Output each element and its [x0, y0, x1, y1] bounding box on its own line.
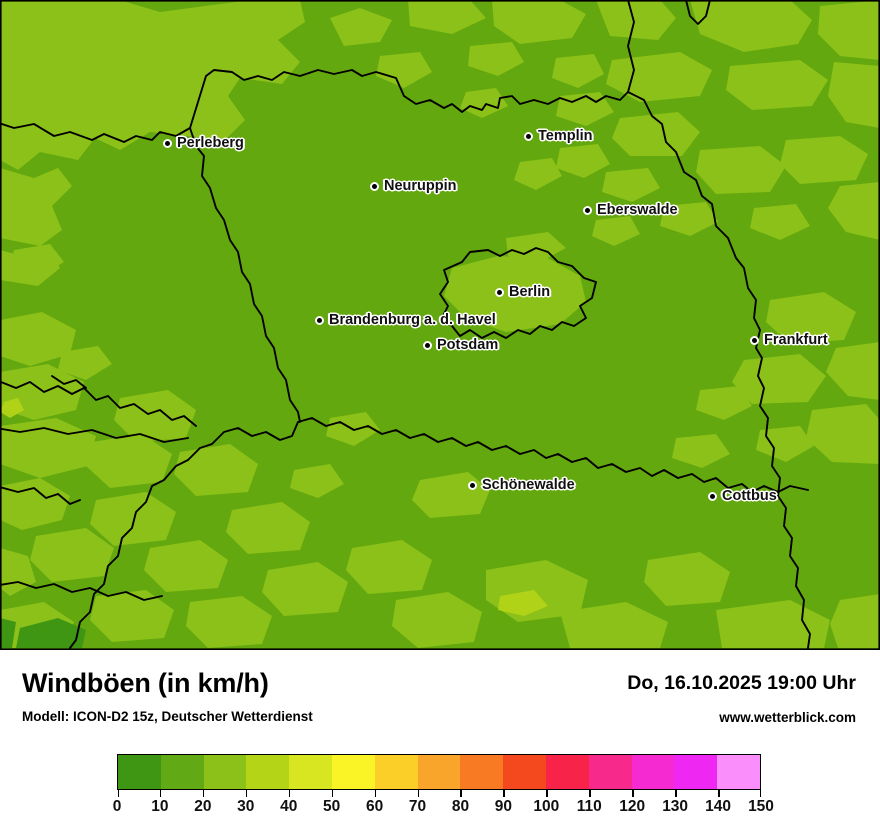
colorbar-tick-label: 60	[365, 798, 384, 815]
colorbar-segment-110-120	[588, 755, 632, 789]
colorbar-tick	[117, 790, 120, 797]
city-dot-icon	[423, 340, 432, 350]
city-marker-templin[interactable]: Templin	[524, 129, 593, 144]
colorbar-segment-90-100	[503, 755, 546, 789]
colorbar-tick-label: 80	[451, 798, 470, 815]
colorbar-tick	[503, 790, 505, 797]
colorbar-tick-label: 50	[323, 798, 341, 815]
city-marker-cottbus[interactable]: Cottbus	[708, 489, 777, 504]
administrative-borders	[0, 0, 811, 649]
colorbar-segment-20-30	[203, 755, 247, 789]
city-marker-berlin[interactable]: Berlin	[495, 285, 550, 300]
colorbar-segment-120-130	[631, 755, 675, 789]
colorbar-segment-80-90	[460, 755, 504, 789]
map-title: Windböen (in km/h)	[22, 668, 269, 698]
colorbar-segment-130-140	[674, 755, 718, 789]
colorbar-tick-label: 150	[748, 798, 774, 815]
colorbar-tick-label: 10	[151, 798, 169, 815]
colorbar-tick-label: 40	[280, 798, 298, 815]
colorbar-tick	[159, 790, 162, 797]
city-dot-icon	[495, 287, 504, 297]
colorbar-tick	[546, 790, 548, 797]
colorbar-legend: 0 10 20 30 40 50 60 70 80 90 100 110 120 130 140 150	[113, 754, 774, 823]
colorbar-tick	[331, 790, 334, 797]
valid-timestamp: Do, 16.10.2025 19:00 Uhr	[627, 672, 856, 694]
city-dot-icon	[315, 315, 324, 325]
colorbar-tick	[374, 790, 377, 797]
website-credit: www.wetterblick.com	[719, 710, 856, 725]
city-label: Eberswalde	[597, 202, 678, 218]
colorbar-tick	[417, 790, 420, 797]
colorbar-tick-label: 0	[112, 798, 122, 815]
city-marker-perleberg[interactable]: Perleberg	[163, 136, 244, 151]
city-label: Neuruppin	[384, 178, 457, 194]
colorbar-tick-label: 120	[619, 798, 646, 815]
city-label: Brandenburg a. d. Havel	[329, 312, 496, 328]
colorbar-gradient	[117, 754, 761, 790]
colorbar-tick	[202, 790, 205, 797]
colorbar-tick	[460, 790, 462, 797]
colorbar-segment-100-110	[545, 755, 589, 789]
city-dot-icon	[583, 205, 592, 215]
city-label: Schönewalde	[482, 477, 575, 493]
city-dot-icon	[708, 491, 717, 501]
colorbar-segment-140-150	[717, 755, 760, 789]
city-marker-schoenewalde[interactable]: Schönewalde	[468, 478, 575, 493]
colorbar-tick-label: 90	[494, 798, 513, 815]
city-dot-icon	[468, 480, 477, 490]
city-marker-neuruppin[interactable]: Neuruppin	[370, 179, 457, 194]
city-label: Cottbus	[722, 488, 777, 504]
colorbar-tick	[675, 790, 677, 797]
colorbar-tick	[718, 790, 720, 797]
colorbar-segment-60-70	[374, 755, 418, 789]
colorbar-tick	[245, 790, 248, 797]
city-label: Templin	[538, 128, 593, 144]
city-label: Perleberg	[177, 135, 244, 151]
wind-band-40-50	[0, 398, 548, 616]
city-dot-icon	[370, 181, 379, 191]
city-dot-icon	[524, 131, 533, 141]
colorbar-tick	[759, 790, 761, 797]
colorbar-segment-70-80	[417, 755, 461, 789]
colorbar-segment-40-50	[289, 755, 332, 789]
colorbar-tick	[288, 790, 291, 797]
colorbar-ticks	[117, 790, 761, 797]
city-marker-potsdam[interactable]: Potsdam	[423, 338, 498, 353]
model-source: Modell: ICON-D2 15z, Deutscher Wetterdie…	[22, 709, 313, 724]
map-footer: Windböen (in km/h) Modell: ICON-D2 15z, …	[0, 650, 880, 830]
city-marker-brandenburg-a-d-havel[interactable]: Brandenburg a. d. Havel	[315, 313, 496, 328]
city-marker-frankfurt[interactable]: Frankfurt	[750, 333, 828, 348]
colorbar-tick	[589, 790, 591, 797]
colorbar-tick-labels: 0 10 20 30 40 50 60 70 80 90 100 110 120 130 140 150	[113, 797, 774, 823]
weather-map[interactable]: Perleberg Templin Neuruppin Eberswalde B…	[0, 0, 880, 650]
colorbar-tick-label: 140	[705, 798, 731, 815]
colorbar-segment-0-10	[118, 755, 161, 789]
city-label: Berlin	[509, 284, 551, 300]
colorbar-segment-10-20	[160, 755, 204, 789]
colorbar-tick-label: 100	[533, 798, 560, 815]
colorbar-segment-30-40	[246, 755, 290, 789]
city-marker-eberswalde[interactable]: Eberswalde	[583, 203, 678, 218]
colorbar-tick-label: 70	[408, 798, 427, 815]
wind-band-10-20	[0, 618, 86, 648]
city-dot-icon	[750, 335, 759, 345]
colorbar-segment-50-60	[331, 755, 375, 789]
map-raster-layer	[0, 0, 880, 650]
colorbar-tick-label: 20	[194, 798, 212, 815]
colorbar-tick	[632, 790, 634, 797]
colorbar-tick-label: 30	[237, 798, 255, 815]
colorbar-tick-label: 130	[662, 798, 689, 815]
wind-band-30-40	[0, 0, 880, 648]
city-label: Frankfurt	[764, 332, 828, 348]
city-label: Potsdam	[437, 337, 499, 353]
city-dot-icon	[163, 138, 172, 148]
map-frame	[0, 0, 880, 650]
colorbar-tick-label: 110	[576, 798, 602, 815]
